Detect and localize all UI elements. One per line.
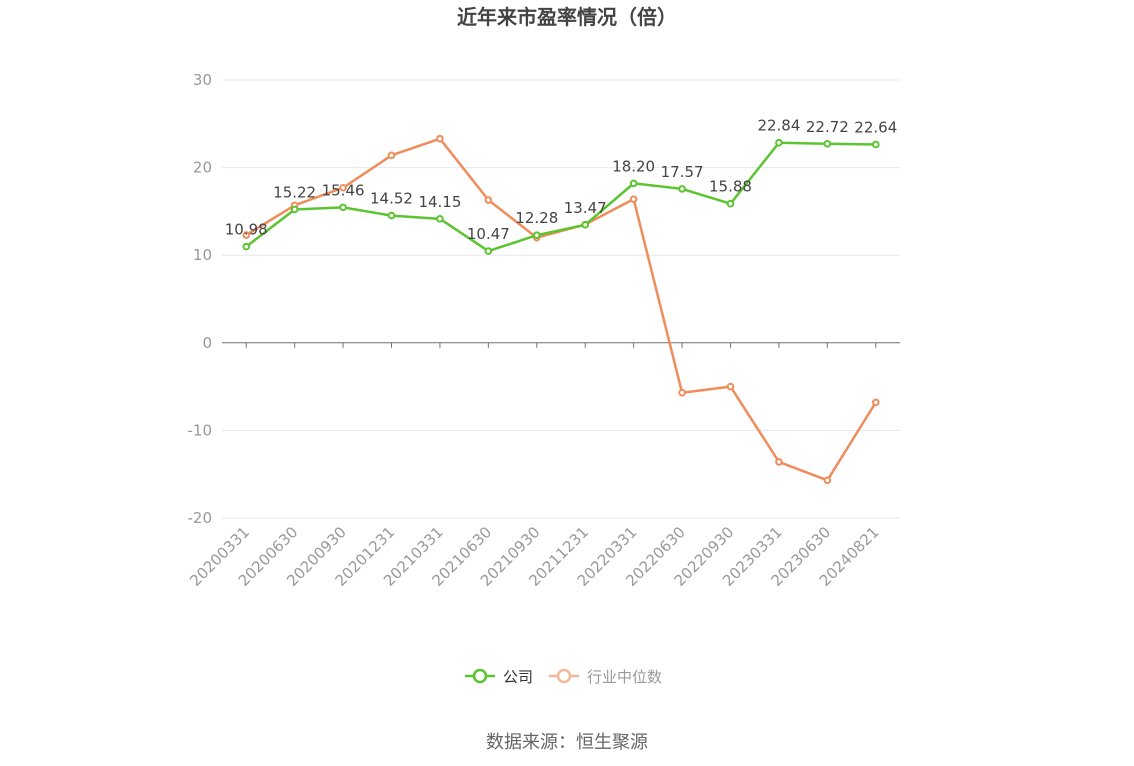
y-tick-label: 10 <box>193 246 212 264</box>
data-point <box>629 179 638 188</box>
data-label: 15.46 <box>322 181 365 199</box>
data-label: 18.20 <box>612 157 655 175</box>
data-point <box>339 183 347 192</box>
series-line <box>245 141 876 253</box>
y-tick-label: -10 <box>188 421 213 439</box>
data-label: 14.15 <box>418 193 461 211</box>
data-point <box>484 196 493 204</box>
data-label: 12.28 <box>515 209 558 227</box>
y-tick-label: 20 <box>193 159 212 177</box>
grid: -20 -10 0 10 20 30 <box>188 71 900 527</box>
source-note: 数据来源：恒生聚源 <box>486 732 648 753</box>
data-point <box>242 242 251 251</box>
data-point <box>775 138 783 147</box>
data-point <box>532 231 541 240</box>
data-label: 15.22 <box>273 183 316 201</box>
y-tick-label: 30 <box>193 71 212 89</box>
data-point <box>871 140 880 149</box>
data-point <box>581 221 590 229</box>
data-point <box>823 139 832 148</box>
data-point <box>436 215 444 223</box>
data-point <box>387 211 396 220</box>
data-point <box>678 388 686 397</box>
legend-marker <box>556 668 572 684</box>
data-label: 22.64 <box>854 118 897 136</box>
data-label: 14.52 <box>370 190 413 208</box>
legend-item-1[interactable]: 行业中位数 <box>549 668 662 686</box>
series-layer <box>242 134 880 485</box>
data-point <box>726 382 735 391</box>
data-label: 15.88 <box>709 178 752 196</box>
data-label: 22.72 <box>806 118 849 136</box>
data-label: 13.47 <box>564 199 607 217</box>
legend-label: 行业中位数 <box>587 668 662 686</box>
data-point <box>726 199 735 208</box>
legend-marker <box>472 668 488 684</box>
data-point <box>484 247 493 255</box>
data-point <box>339 203 347 212</box>
data-point <box>242 231 251 239</box>
data-label: 10.98 <box>225 221 268 239</box>
data-point <box>629 195 638 203</box>
y-tick-label: -20 <box>188 509 213 527</box>
data-point <box>290 205 299 214</box>
data-point <box>436 134 444 143</box>
data-label: 17.57 <box>661 163 704 181</box>
data-point <box>775 458 783 466</box>
data-label: 22.84 <box>757 117 800 135</box>
legend-item-0[interactable]: 公司 <box>465 668 533 686</box>
y-tick-label: 0 <box>202 334 212 352</box>
data-label: 10.47 <box>467 225 510 243</box>
data-point <box>678 185 686 193</box>
legend: 公司 行业中位数 <box>465 668 662 686</box>
series-0 <box>242 138 880 255</box>
data-point <box>387 151 396 160</box>
legend-label: 公司 <box>503 668 533 686</box>
data-point <box>871 398 880 407</box>
chart-title: 近年来市盈率情况（倍） <box>457 5 677 29</box>
data-labels: 10.98 15.22 15.46 14.52 14.15 10.47 12.28 13.47… <box>225 117 898 243</box>
data-point <box>823 476 832 485</box>
